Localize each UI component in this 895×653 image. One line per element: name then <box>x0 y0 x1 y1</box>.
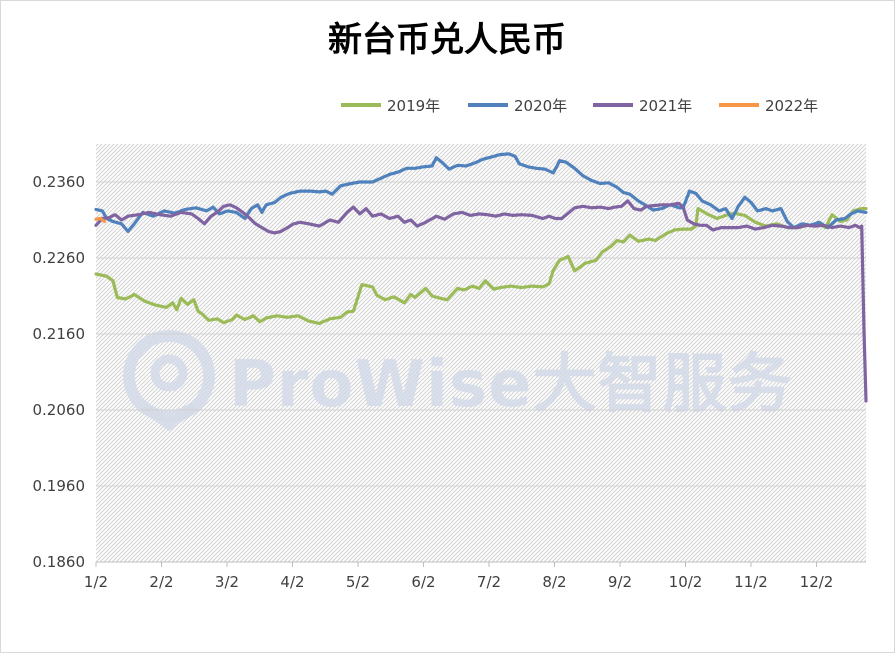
y-tick-label: 0.2360 <box>33 173 86 191</box>
watermark-text: ProWise大智服务 <box>229 348 792 422</box>
series-line-4 <box>94 216 107 224</box>
legend-label: 2021年 <box>639 97 692 115</box>
x-tick-label: 2/2 <box>149 573 173 591</box>
legend-item: 2019年 <box>341 97 440 115</box>
legend-item: 2020年 <box>468 97 567 115</box>
series-line-2 <box>94 152 868 233</box>
x-tick-label: 11/2 <box>734 573 768 591</box>
legend: 2019年 2020年 2021年 2022年 <box>341 97 818 115</box>
x-tick-label: 7/2 <box>477 573 501 591</box>
watermark-logo-dot <box>150 354 188 392</box>
legend-item: 2021年 <box>593 97 692 115</box>
x-tick-label: 10/2 <box>669 573 703 591</box>
x-tick-label: 1/2 <box>84 573 108 591</box>
y-tick-label: 0.1860 <box>33 553 86 571</box>
x-tick-label: 12/2 <box>800 573 834 591</box>
x-tick-label: 6/2 <box>411 573 435 591</box>
y-tick-label: 0.2060 <box>33 401 86 419</box>
axes: 0.1860 0.1960 0.2060 0.2160 0.2260 0.2360 1/2 2… <box>33 173 866 591</box>
chart-title: 新台币兑人民币 <box>328 20 566 60</box>
watermark-logo-ring <box>123 330 215 422</box>
series-line-3 <box>94 199 868 403</box>
x-tick-label: 8/2 <box>542 573 566 591</box>
legend-label: 2019年 <box>387 97 440 115</box>
watermark: ProWise大智服务 <box>123 330 792 432</box>
gridlines <box>96 181 866 563</box>
x-tick-label: 9/2 <box>608 573 632 591</box>
x-tick-label: 5/2 <box>346 573 370 591</box>
y-tick-label: 0.2260 <box>33 249 86 267</box>
y-tick-label: 0.1960 <box>33 477 86 495</box>
series-lines <box>94 152 868 403</box>
x-tick-label: 3/2 <box>215 573 239 591</box>
watermark-logo-pin <box>140 401 198 432</box>
x-tick-label: 4/2 <box>280 573 304 591</box>
legend-label: 2022年 <box>765 97 818 115</box>
legend-item: 2022年 <box>719 97 818 115</box>
legend-label: 2020年 <box>514 97 567 115</box>
y-tick-label: 0.2160 <box>33 325 86 343</box>
series-line-1 <box>94 207 868 325</box>
